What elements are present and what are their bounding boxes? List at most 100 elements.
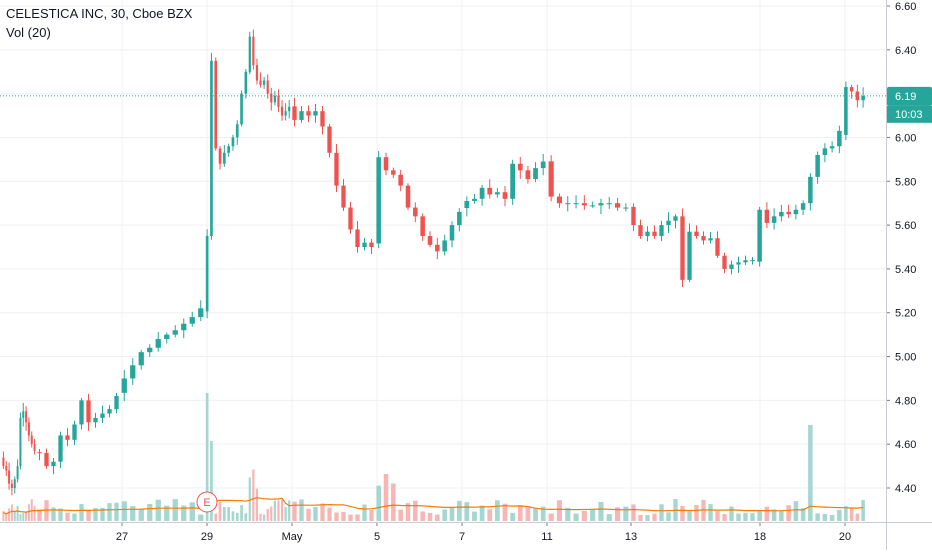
candle-body [673,216,678,221]
candle-body [30,435,33,445]
candle-body [263,80,266,85]
candle-body [800,203,806,210]
volume-bar [623,506,629,521]
volume-bar [16,506,19,521]
volume-bar [786,505,791,521]
candle-body [652,231,657,237]
volume-bar [472,511,477,521]
candle-body [427,236,433,245]
volume-bar [808,425,813,521]
volume-bar [210,441,213,521]
volume-bar [779,510,784,521]
candle-layer [0,29,886,496]
volume-bar [130,506,136,521]
candle-body [299,111,304,120]
candle-body [8,470,11,484]
candle-body [198,308,204,318]
candle-body [855,91,860,101]
volume-bar [427,512,433,521]
volume-bar [680,505,685,521]
candle-body [793,209,799,215]
candle-body [548,161,554,197]
candle-body [565,203,571,205]
candle-body [556,196,563,204]
price-badge: 6.19 10:03 [887,86,932,123]
volume-bar [292,501,297,521]
candle-body [722,255,727,269]
volume-bar [369,510,374,521]
candle-body [398,174,403,186]
candle-body [861,95,865,101]
time-tick-label: 5 [374,531,380,543]
earnings-marker-icon[interactable] [196,491,218,513]
volume-bar [540,506,546,521]
candle-body [10,483,13,488]
volume-bar [107,503,112,521]
volume-bar [494,500,500,521]
candle-body [405,185,411,208]
time-tick-label: 13 [625,531,637,543]
candle-body [33,444,36,451]
chart-legend: CELESTICA INC, 30, Cboe BZX Vol (20) [6,4,192,42]
volume-bar [327,507,332,521]
volume-bar [58,508,63,521]
candle-body [779,211,784,217]
candle-body [255,65,259,81]
time-tick-label: 27 [116,531,128,543]
candle-body [214,60,218,149]
volume-bar [502,503,508,521]
volume-bar [861,500,865,521]
volume-bar [10,504,13,521]
price-tick-label: 4.40 [895,483,916,495]
candle-body [581,203,587,206]
volume-bar [218,501,222,521]
candle-body [280,106,284,116]
candle-body [259,80,262,85]
candle-body [757,209,762,262]
symbol-title[interactable]: CELESTICA INC, 30, Cboe BZX [6,6,193,21]
volume-bar [659,504,664,521]
volume-bar [479,505,485,521]
volume-bar [19,514,22,521]
candle-body [334,152,339,186]
candle-body [93,417,98,423]
earnings-marker-layer[interactable]: E [196,491,218,513]
volume-bar [355,514,360,521]
volume-bar [266,508,269,521]
time-axis: 27 29 May 5 7 11 13 18 20 [0,522,932,543]
candle-body [659,225,664,237]
volume-bar [517,505,523,521]
candle-body [100,413,105,418]
volume-bar [771,509,777,521]
candle-body [472,198,477,201]
candle-body [292,106,297,120]
volume-bar [341,511,346,521]
volume-bar [240,505,243,521]
volume-bar [189,502,195,521]
volume-bar [376,485,381,521]
price-axis: 6.606.406.206.005.805.605.405.205.004.80… [886,0,916,550]
candle-body [138,352,144,366]
volume-bar [405,503,411,521]
volume-bar [37,509,42,521]
candle-body [284,111,287,116]
volume-indicator-label[interactable]: Vol (20) [6,25,51,40]
candle-body [164,334,170,340]
candle-body [808,176,813,204]
volume-bar [65,512,70,521]
candle-body [844,87,848,136]
volume-bar [398,509,403,521]
candle-body [2,457,5,467]
price-tick-label: 6.00 [895,132,916,144]
volume-bar [815,513,820,521]
volume-bar [214,513,218,521]
volume-bar [51,507,56,521]
candle-body [19,417,22,467]
candle-body [27,422,30,436]
volume-bar [248,477,251,521]
volume-bar [631,504,636,521]
volume-bar [645,514,650,521]
price-tick-label: 5.60 [895,220,916,232]
